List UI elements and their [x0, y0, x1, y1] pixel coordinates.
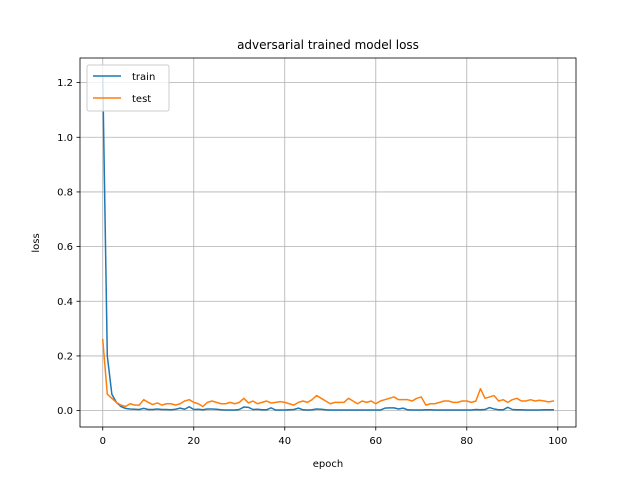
chart-title: adversarial trained model loss: [237, 38, 419, 52]
axes-frame: [79, 57, 577, 428]
series-line-train: [101, 76, 554, 411]
y-tick-label: 0.8: [57, 187, 73, 198]
x-tick-label: 40: [278, 436, 291, 447]
plot-lines: [101, 76, 555, 411]
y-tick-label: 1.0: [57, 133, 73, 144]
y-tick-label: 0.6: [57, 242, 73, 253]
x-tick-label: 60: [369, 436, 382, 447]
legend-train-label: train: [132, 72, 155, 83]
axis-ticks: 0 20 40 60 80 100 0.0 0.2 0.4 0.6 0.8 1.0 1.2: [57, 78, 567, 447]
x-tick-label: 80: [460, 436, 473, 447]
y-tick-label: 1.2: [57, 78, 73, 89]
legend-test-label: test: [132, 94, 151, 105]
x-tick-label: 20: [187, 436, 200, 447]
y-tick-label: 0.0: [57, 406, 73, 417]
series-line-test: [101, 338, 555, 408]
y-tick-label: 0.4: [57, 297, 73, 308]
x-axis-label: epoch: [313, 459, 343, 470]
x-tick-label: 100: [548, 436, 567, 447]
legend: train test: [86, 64, 170, 112]
x-tick-label: 0: [100, 436, 106, 447]
grid: [80, 58, 576, 427]
y-axis-label: loss: [31, 233, 42, 252]
legend-box: [86, 64, 170, 112]
y-tick-label: 0.2: [57, 351, 73, 362]
